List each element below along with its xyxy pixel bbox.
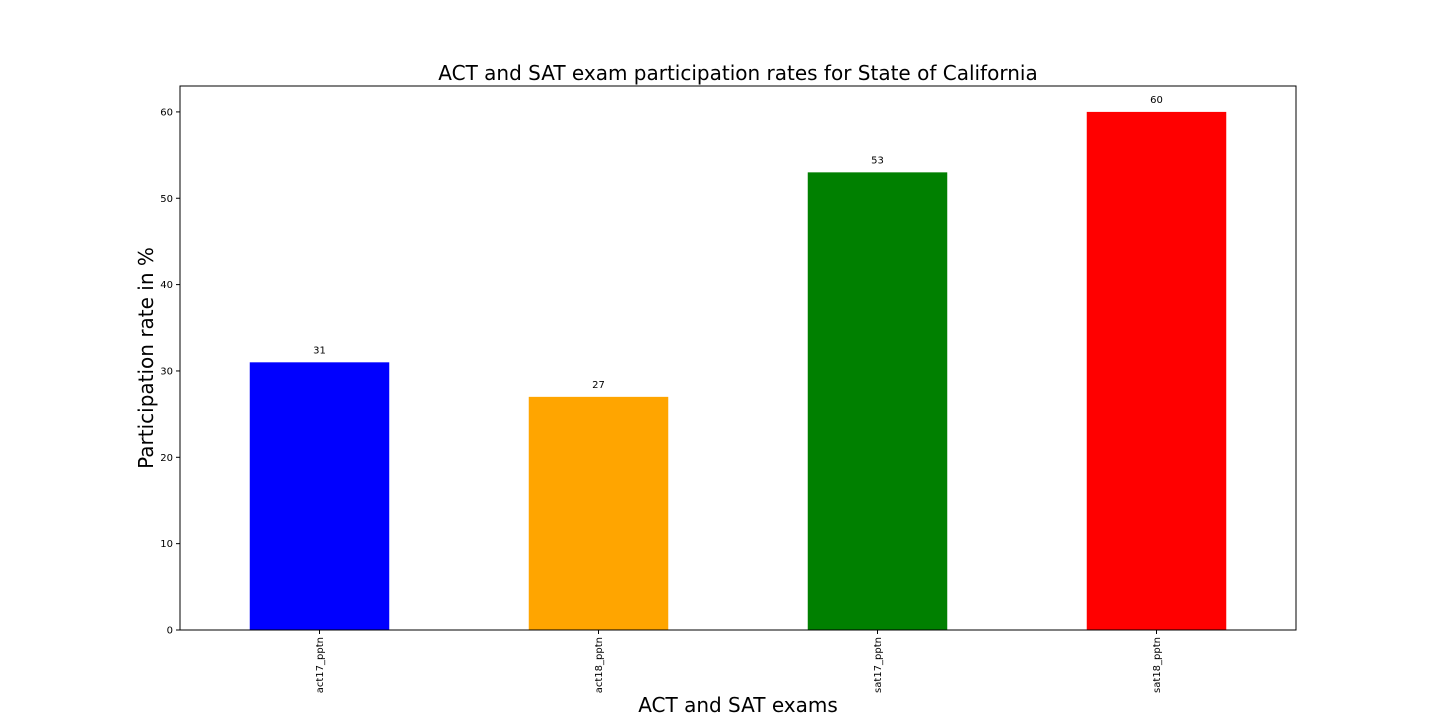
x-tick-label: act18_pptn [594,637,605,693]
y-tick-label: 0 [167,626,173,637]
plot-area: 31 27 53 60 [249,95,1227,630]
y-axis-label: Participation rate in % [134,247,158,469]
x-tick-label: act17_pptn [315,637,326,693]
y-tick-label: 50 [160,194,173,205]
y-tick-label: 30 [160,366,173,377]
bar-act18-pptn [528,396,669,630]
x-tick-label: sat18_pptn [1152,637,1163,693]
x-tick-label: sat17_pptn [873,637,884,693]
bar-sat18-pptn [1086,111,1227,630]
y-tick-label: 10 [160,539,173,550]
y-tick-label: 40 [160,280,173,291]
data-label: 53 [871,155,884,166]
y-tick-label: 20 [160,453,173,464]
data-label: 27 [592,380,605,391]
bar-sat17-pptn [807,172,948,630]
data-label: 60 [1150,95,1163,106]
x-axis: act17_pptn act18_pptn sat17_pptn sat18_pptn [315,630,1163,693]
data-label: 31 [313,345,326,356]
chart-title: ACT and SAT exam participation rates for… [438,61,1037,85]
y-tick-label: 60 [160,107,173,118]
x-axis-label: ACT and SAT exams [638,693,838,717]
y-axis: 0 10 20 30 40 50 60 [160,107,180,637]
bar-act17-pptn [249,362,390,630]
plot-frame [179,85,1297,631]
